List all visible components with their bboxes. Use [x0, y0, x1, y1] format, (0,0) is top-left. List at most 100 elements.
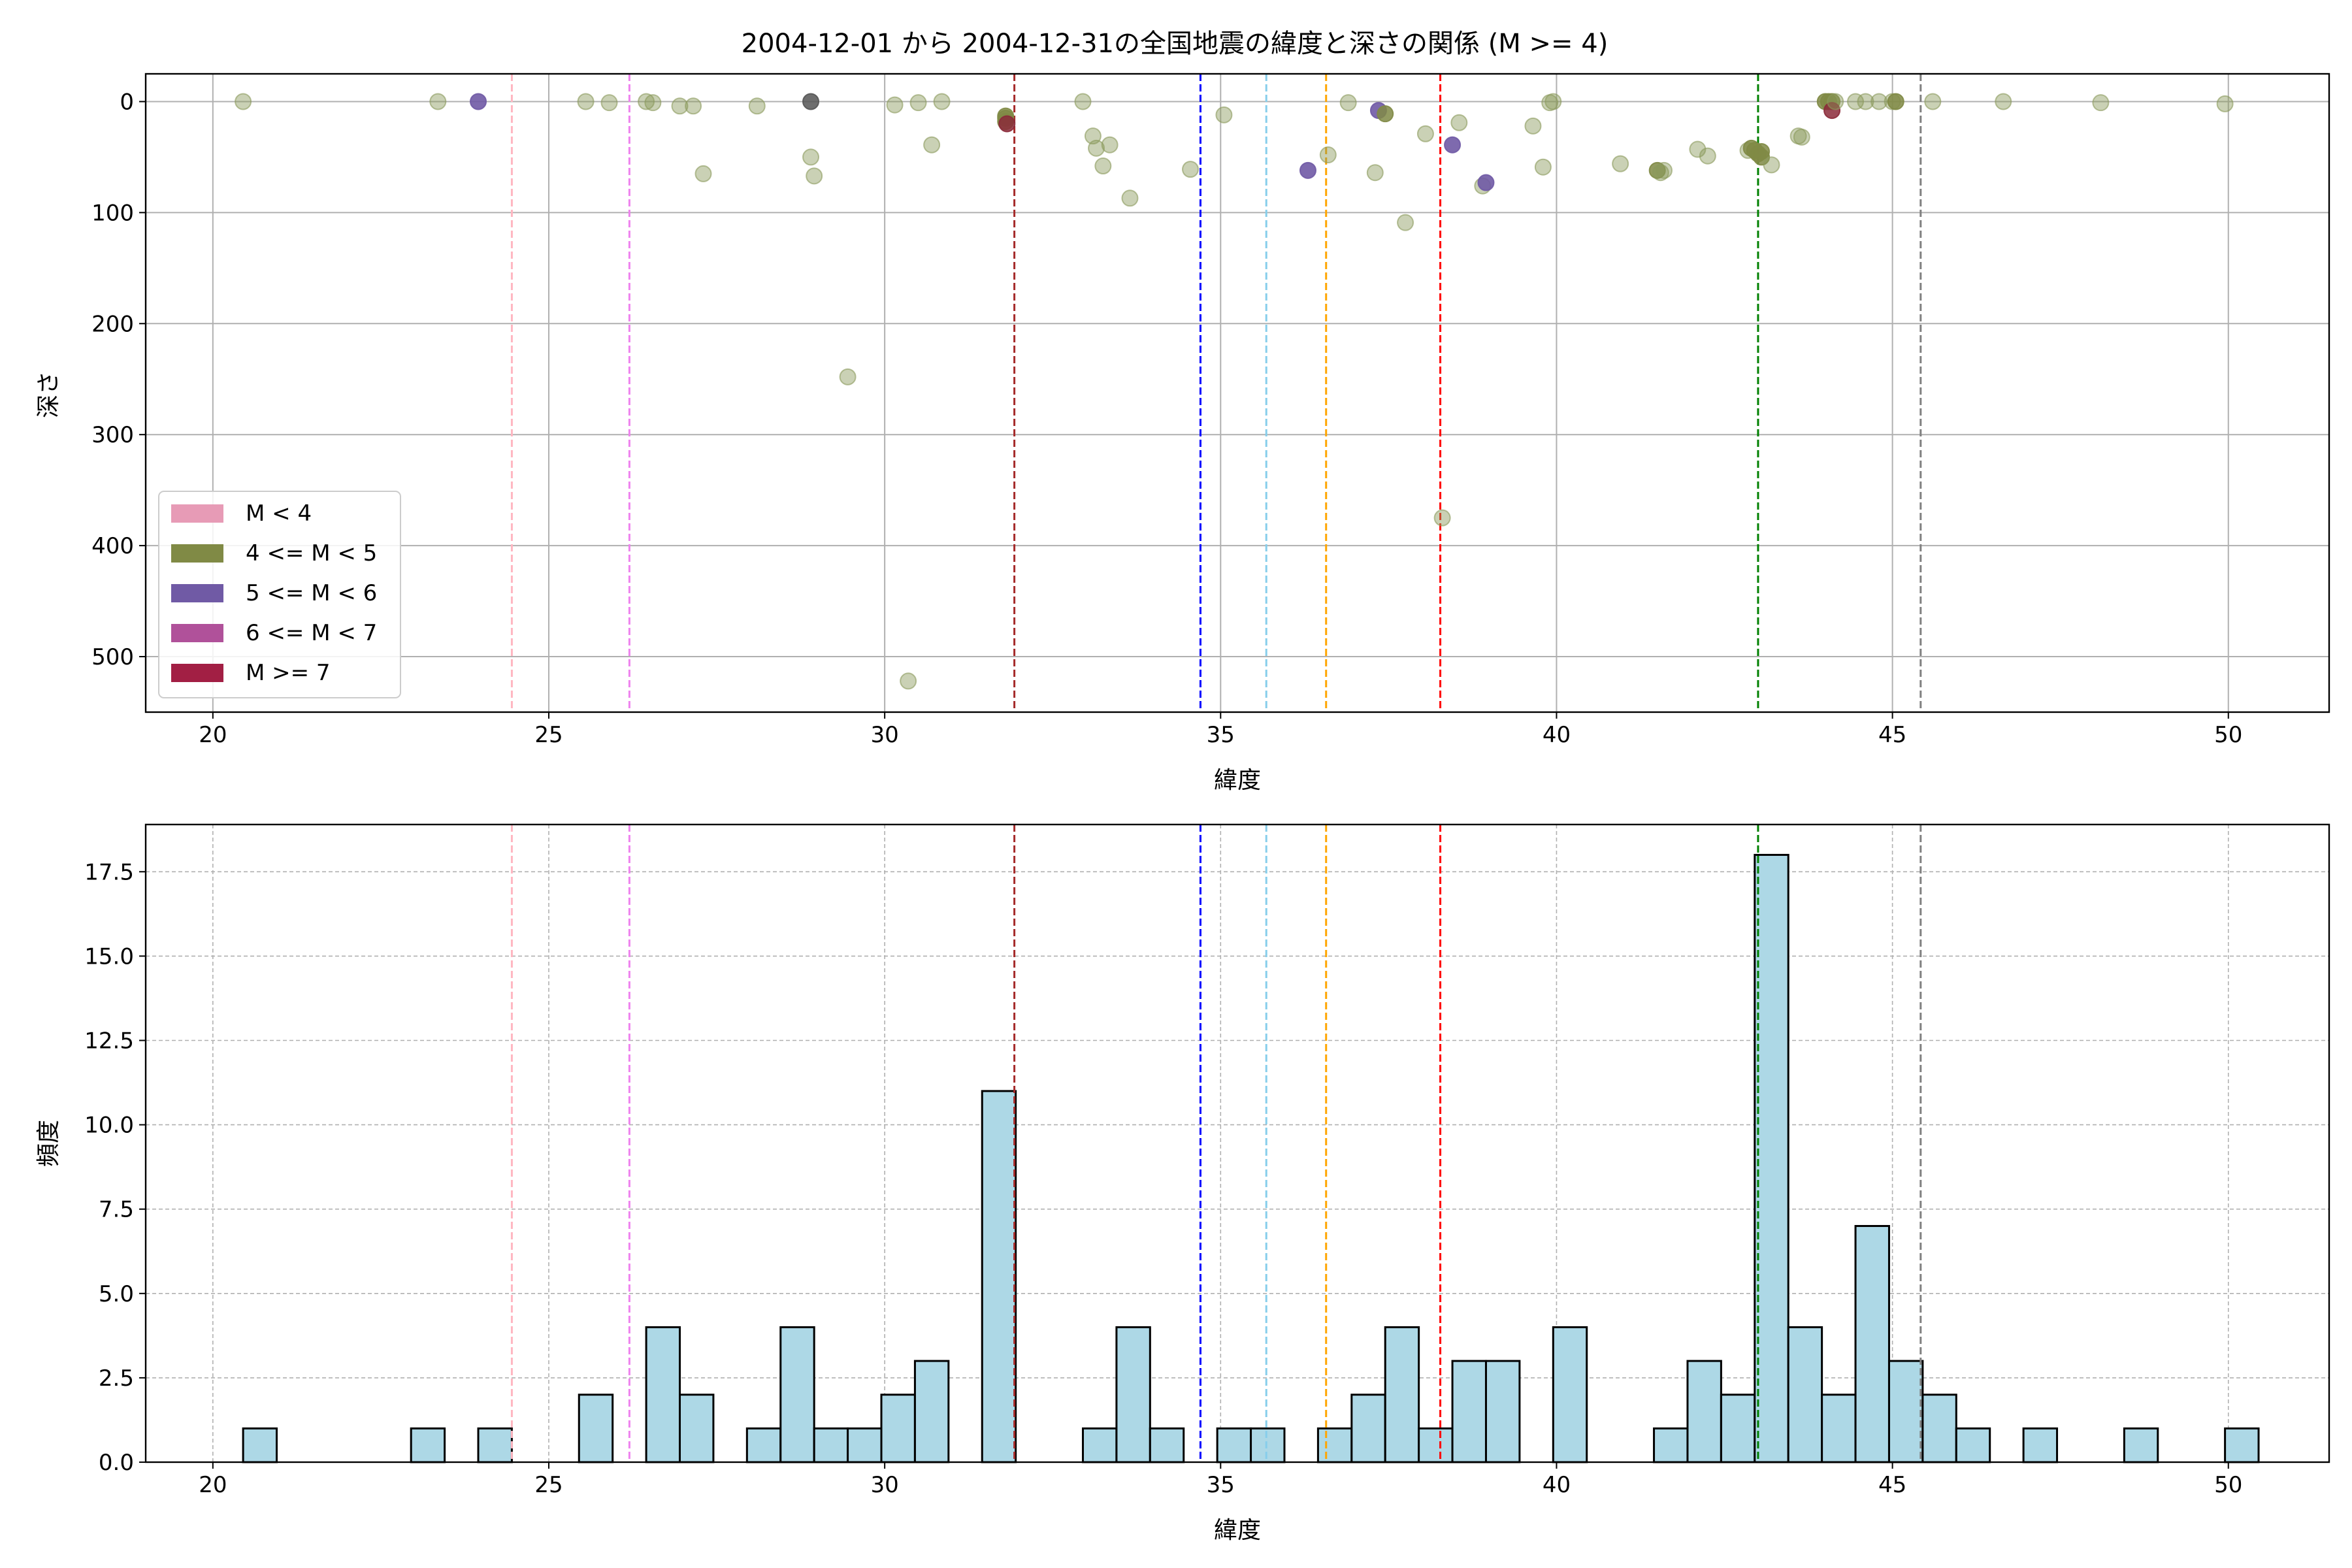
scatter-x-tick-label: 45 — [1878, 722, 1906, 748]
chart-title: 2004-12-01 から 2004-12-31の全国地震の緯度と深さの関係 (… — [742, 29, 1609, 59]
scatter-point — [1299, 161, 1316, 179]
histogram-bar — [1350, 1394, 1386, 1463]
scatter-x-axis: 20 25 30 35 40 45 50 — [199, 712, 2242, 748]
histogram-x-tick-label: 40 — [1543, 1472, 1571, 1498]
legend-label: M >= 7 — [246, 660, 331, 686]
histogram-bar — [1418, 1427, 1454, 1463]
histogram-bar — [813, 1427, 849, 1463]
scatter-point — [1450, 114, 1468, 131]
legend-label: 6 <= M < 7 — [246, 620, 377, 646]
histogram-bar — [981, 1090, 1017, 1463]
histogram-bar — [1787, 1326, 1823, 1463]
scatter-point — [1544, 93, 1562, 110]
histogram-bar — [1149, 1427, 1185, 1463]
scatter-point — [1689, 140, 1707, 158]
scatter-point — [909, 94, 927, 112]
scatter-point — [923, 136, 941, 154]
histogram-bar — [1686, 1360, 1722, 1463]
scatter-point — [600, 94, 618, 112]
histogram-bar — [1653, 1427, 1689, 1463]
scatter-point — [2216, 95, 2234, 112]
histogram-y-axis: 0.0 2.5 5.0 7.5 10.0 12.5 15.0 17.5 — [84, 859, 146, 1476]
scatter-point — [671, 97, 689, 115]
histogram-x-tick-label: 25 — [534, 1472, 563, 1498]
histogram-bar — [1250, 1427, 1286, 1463]
legend-swatch — [171, 584, 223, 602]
scatter-point — [1534, 158, 1552, 176]
histogram-bar — [578, 1394, 614, 1463]
scatter-point — [802, 148, 820, 166]
histogram-bar — [1384, 1326, 1420, 1463]
scatter-point — [1339, 94, 1357, 112]
scatter-point — [1477, 174, 1495, 191]
histogram-bars — [242, 853, 2260, 1463]
histogram-bar — [1854, 1225, 1890, 1463]
histogram-bar — [1754, 853, 1789, 1463]
histogram-bar — [1921, 1394, 1957, 1463]
histogram-x-axis-label: 緯度 — [1214, 1517, 1261, 1544]
histogram-bar — [779, 1326, 815, 1463]
scatter-point — [1121, 189, 1139, 207]
scatter-point — [998, 115, 1016, 133]
histogram-y-axis-label: 頻度 — [35, 1120, 62, 1167]
legend-swatch — [171, 624, 223, 642]
scatter-y-tick-label: 0 — [120, 89, 134, 115]
scatter-chart: 20 25 30 35 40 45 50 0 100 200 300 400 500 緯度 深さ M … — [35, 73, 2330, 794]
legend-label: M < 4 — [246, 500, 312, 527]
scatter-point — [802, 93, 820, 110]
scatter-point — [1088, 139, 1105, 157]
scatter-point — [748, 97, 766, 115]
scatter-point — [1524, 117, 1542, 135]
scatter-point — [933, 93, 951, 110]
legend: M < 4 4 <= M < 5 5 <= M < 6 6 <= M < 7 M >= … — [158, 491, 401, 698]
scatter-points — [235, 93, 2234, 690]
histogram-y-tick-label: 5.0 — [99, 1281, 134, 1307]
histogram-x-axis: 20 25 30 35 40 45 50 — [199, 1462, 2242, 1498]
legend-box — [158, 491, 401, 698]
histogram-bar — [1484, 1360, 1521, 1463]
scatter-point — [1763, 156, 1780, 174]
scatter-x-tick-label: 25 — [534, 722, 563, 748]
histogram-bar — [913, 1360, 950, 1463]
scatter-x-tick-label: 35 — [1207, 722, 1235, 748]
scatter-point — [1823, 102, 1841, 120]
scatter-point — [1827, 93, 1844, 110]
histogram-reference-lines — [510, 825, 1922, 1462]
histogram-x-tick-label: 45 — [1878, 1472, 1906, 1498]
scatter-point — [1444, 136, 1462, 154]
scatter-y-axis: 0 100 200 300 400 500 — [91, 89, 146, 670]
histogram-bar — [1451, 1360, 1487, 1463]
scatter-point — [685, 97, 702, 115]
scatter-point — [1101, 136, 1119, 154]
scatter-point — [235, 93, 252, 110]
scatter-point — [470, 93, 487, 110]
legend-label: 4 <= M < 5 — [246, 540, 377, 566]
histogram-bar — [2123, 1427, 2159, 1463]
legend-swatch — [171, 504, 223, 523]
scatter-point — [1924, 93, 1942, 110]
histogram-bar — [645, 1326, 681, 1463]
scatter-x-tick-label: 20 — [199, 722, 227, 748]
histogram-bar — [410, 1427, 446, 1463]
histogram-y-tick-label: 12.5 — [84, 1028, 134, 1054]
histogram-bar — [1887, 1360, 1924, 1463]
histogram-y-tick-label: 10.0 — [84, 1113, 134, 1139]
scatter-point — [900, 672, 917, 690]
scatter-y-tick-label: 300 — [91, 422, 134, 448]
histogram-gridlines — [146, 825, 2329, 1463]
histogram-bar — [1316, 1427, 1353, 1463]
scatter-y-tick-label: 100 — [91, 200, 134, 226]
scatter-point — [1319, 146, 1337, 164]
histogram-bar — [1552, 1326, 1588, 1463]
scatter-point — [694, 165, 712, 182]
histogram-bar — [2022, 1427, 2059, 1463]
scatter-y-tick-label: 200 — [91, 311, 134, 337]
scatter-point — [1857, 93, 1874, 110]
histogram-plot-frame — [144, 823, 2330, 1463]
scatter-x-tick-label: 40 — [1543, 722, 1571, 748]
scatter-point — [839, 368, 857, 385]
histogram-bar — [1955, 1427, 1991, 1463]
scatter-point — [429, 93, 447, 110]
histogram-bar — [1216, 1427, 1252, 1463]
